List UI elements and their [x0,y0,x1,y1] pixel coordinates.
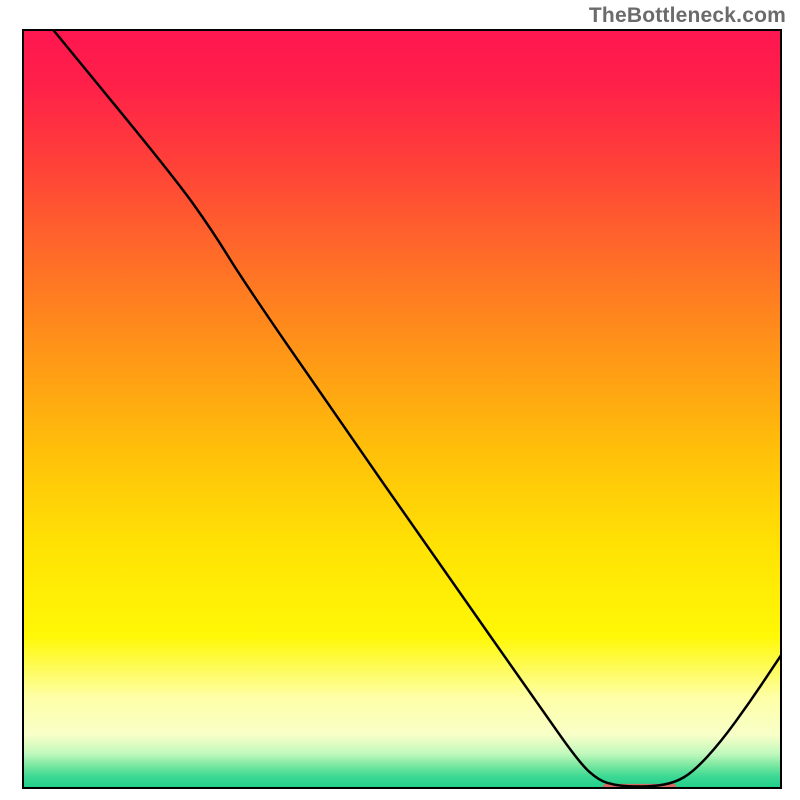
chart-background [23,30,781,788]
watermark-text: TheBottleneck.com [589,4,786,28]
chart-svg [22,29,782,789]
chart-area [22,29,782,789]
